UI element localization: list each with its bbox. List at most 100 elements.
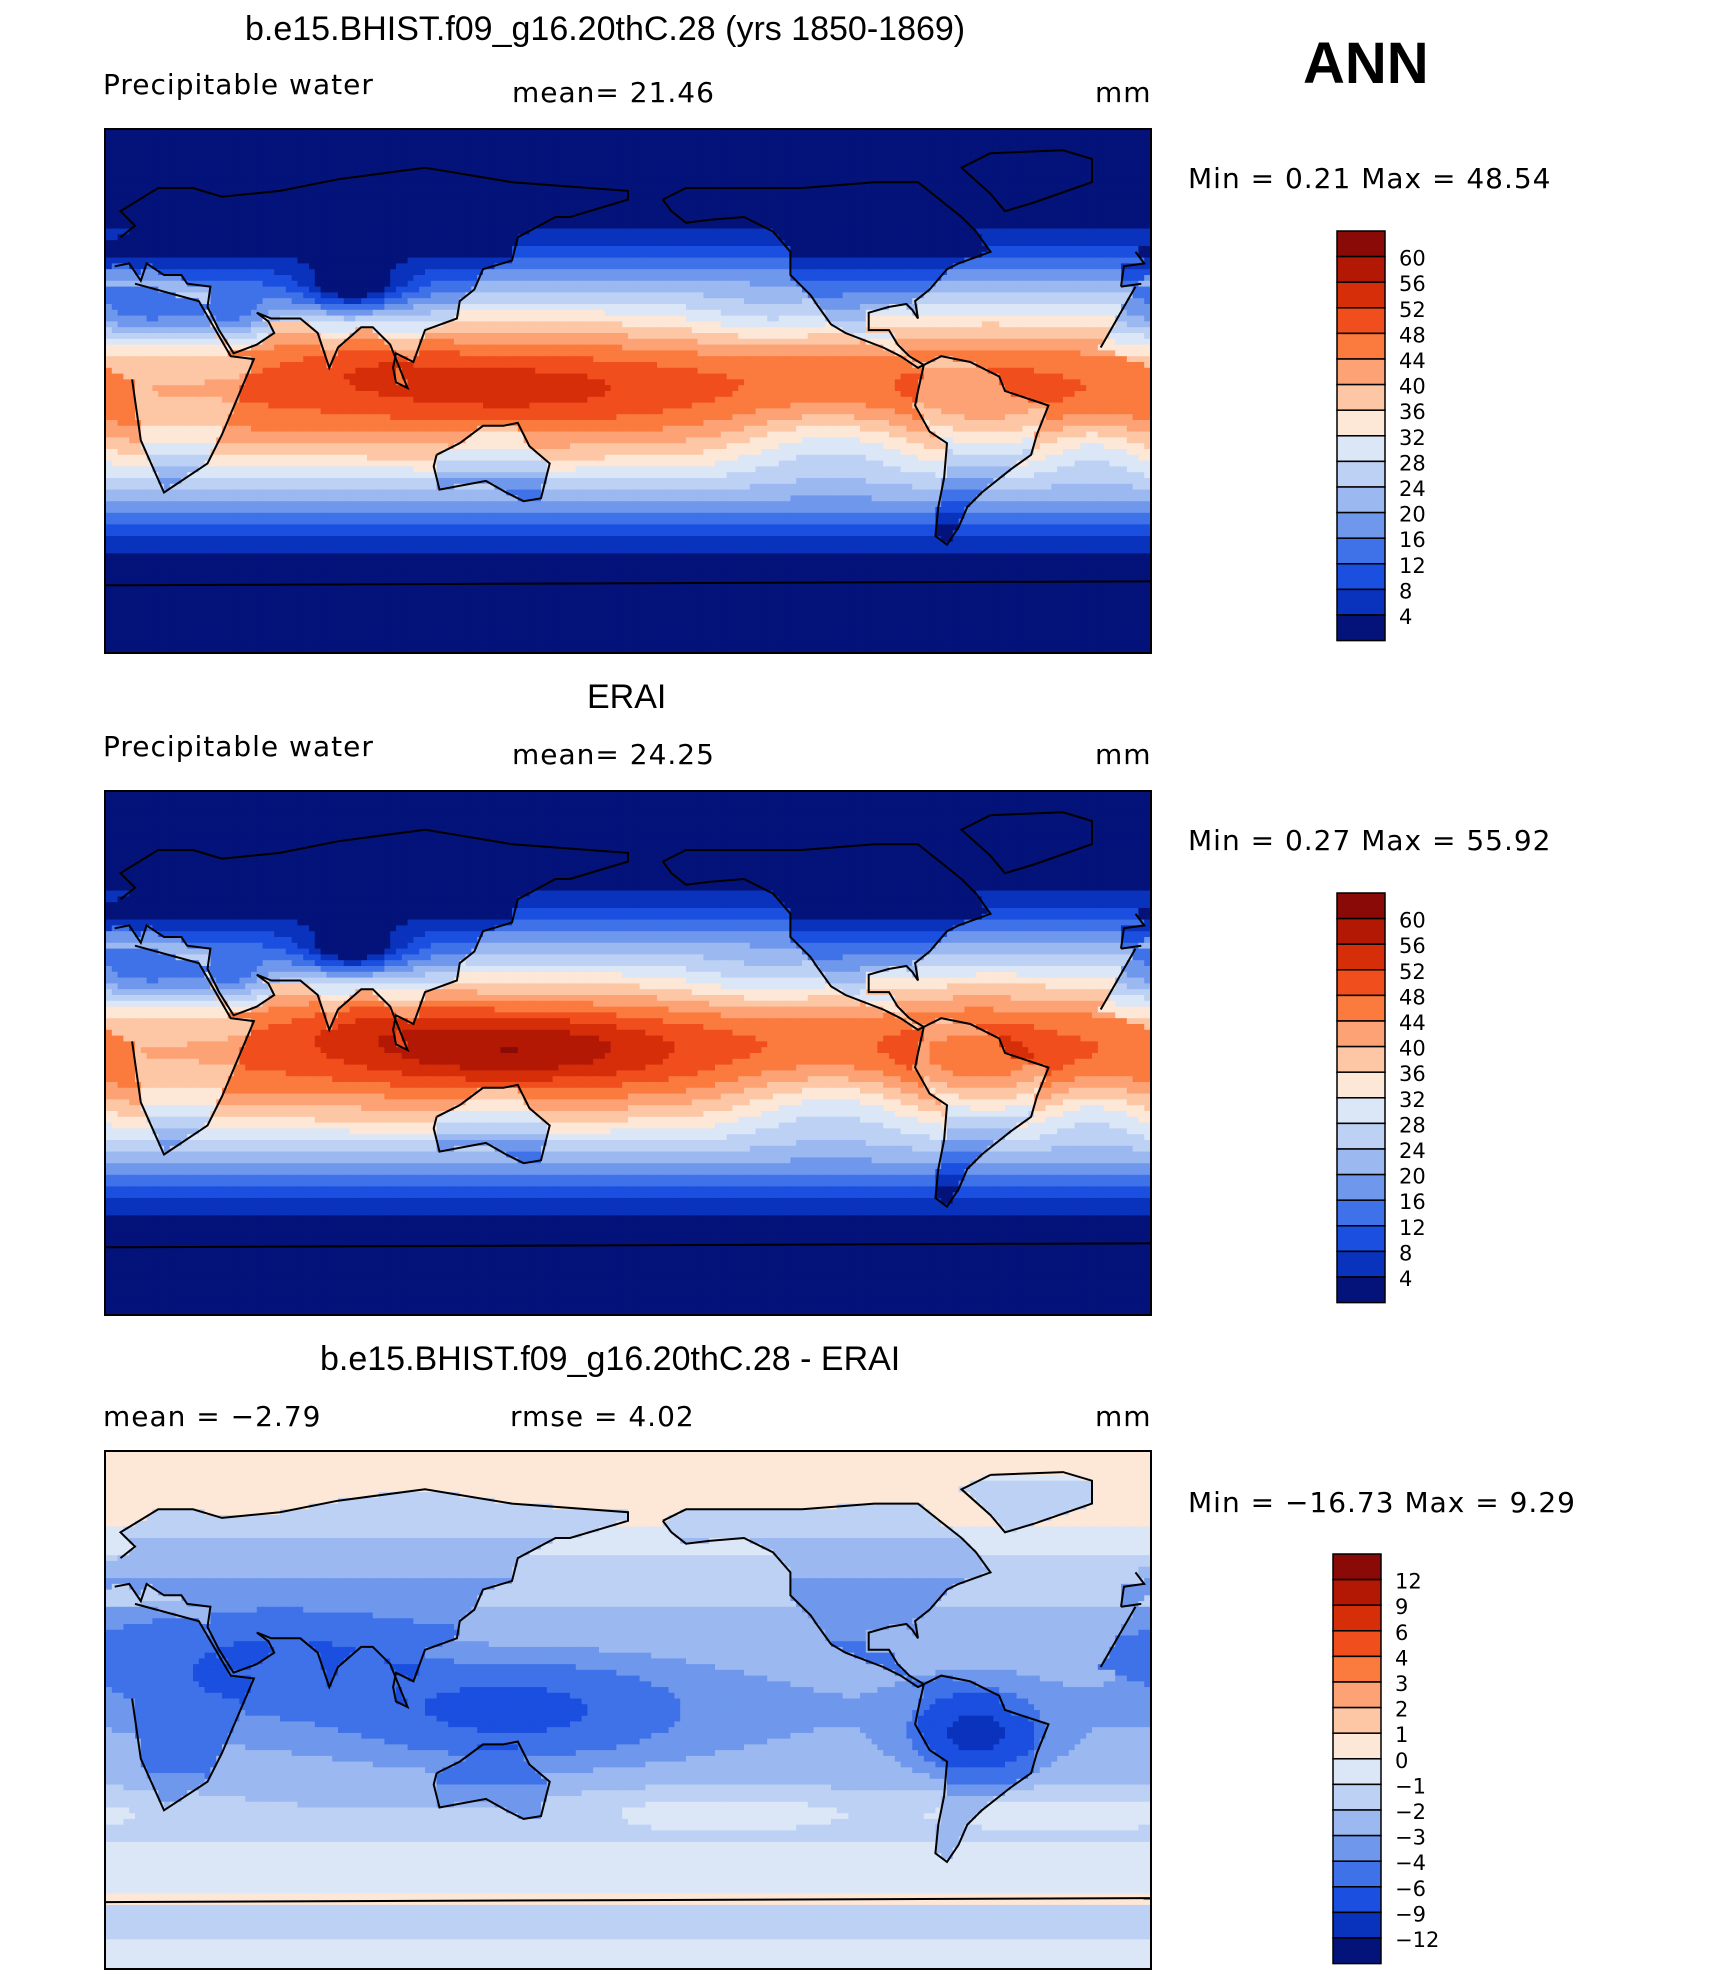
colorbar-tick-label: −1 (1395, 1774, 1426, 1798)
colorbar-tick-label: 60 (1399, 247, 1426, 271)
colorbar-tick-label: 20 (1399, 503, 1426, 527)
colorbar-swatch (1336, 1097, 1386, 1125)
colorbar-tick-label: 44 (1399, 1011, 1426, 1035)
colorbar-tick-label: 52 (1399, 298, 1426, 322)
colorbar-swatch (1336, 1148, 1386, 1176)
panel-2-left-label: Precipitable water (103, 730, 374, 763)
colorbar-swatch (1336, 969, 1386, 997)
panel-1-center-label: mean= 21.46 (512, 76, 715, 109)
colorbar-tick-label: 52 (1399, 960, 1426, 984)
colorbar-swatch (1336, 460, 1386, 488)
colorbar-swatch (1336, 892, 1386, 920)
colorbar-tick-label: −3 (1395, 1826, 1426, 1850)
colorbar-swatch (1336, 1250, 1386, 1278)
colorbar-swatch (1336, 435, 1386, 463)
colorbar-tick-label: 12 (1399, 554, 1426, 578)
colorbar-tick-label: 48 (1399, 985, 1426, 1009)
colorbar-tick-label: 6 (1395, 1621, 1408, 1645)
colorbar-tick-label: 56 (1399, 934, 1426, 958)
heatmap-field (106, 1452, 1150, 1968)
season-label: ANN (1303, 30, 1429, 97)
colorbar-tick-label: 24 (1399, 477, 1426, 501)
colorbar-tick-label: 12 (1395, 1570, 1422, 1594)
colorbar-swatch (1332, 1553, 1382, 1581)
colorbar-swatch (1336, 588, 1386, 616)
colorbar-swatch (1336, 943, 1386, 971)
colorbar-tick-label: 0 (1395, 1749, 1408, 1773)
colorbar-tick-label: −6 (1395, 1877, 1426, 1901)
colorbar-swatch (1332, 1937, 1382, 1965)
heatmap-field (106, 792, 1150, 1314)
colorbar-swatch (1332, 1681, 1382, 1709)
colorbar-tick-label: 16 (1399, 1190, 1426, 1214)
colorbar-swatch (1336, 383, 1386, 411)
colorbar-tick-label: 56 (1399, 272, 1426, 296)
colorbar-swatch (1336, 563, 1386, 591)
colorbar-swatch (1336, 1173, 1386, 1201)
panel-3-colorbar: 12 9 6 4 3 2 1 0 −1 −2 −3 −4 −6 −9 −12 (1331, 1552, 1461, 1972)
colorbar-tick-label: 4 (1395, 1646, 1408, 1670)
colorbar-swatch (1332, 1783, 1382, 1811)
colorbar-tick-label: 32 (1399, 1088, 1426, 1112)
colorbar-tick-label: 12 (1399, 1216, 1426, 1240)
panel-1-left-label: Precipitable water (103, 68, 374, 101)
colorbar-tick-label: 44 (1399, 349, 1426, 373)
colorbar-swatch (1332, 1630, 1382, 1658)
panel-1-colorbar: 60 56 52 48 44 40 36 32 28 24 20 16 12 8 4 (1335, 229, 1465, 649)
colorbar-tick-label: 28 (1399, 451, 1426, 475)
colorbar-swatch (1336, 281, 1386, 309)
colorbar-swatch (1336, 511, 1386, 539)
colorbar-tick-label: 4 (1399, 605, 1412, 629)
colorbar-swatch (1332, 1758, 1382, 1786)
colorbar-tick-label: 36 (1399, 400, 1426, 424)
colorbar-swatch (1332, 1911, 1382, 1939)
colorbar-swatch (1336, 1225, 1386, 1253)
colorbar-swatch (1336, 537, 1386, 565)
panel-2-colorbar: 60 56 52 48 44 40 36 32 28 24 20 16 12 8 4 (1335, 891, 1465, 1311)
colorbar-swatch (1336, 1020, 1386, 1048)
panel-3-title: b.e15.BHIST.f09_g16.20thC.28 - ERAI (320, 1340, 900, 1379)
panel-3-map (104, 1450, 1152, 1970)
colorbar-swatch (1336, 917, 1386, 945)
panel-2-units: mm (1095, 738, 1152, 771)
coastlines (106, 1471, 1150, 1904)
colorbar-swatch (1336, 486, 1386, 514)
colorbar-swatch (1336, 1045, 1386, 1073)
colorbar-tick-label: 4 (1399, 1267, 1412, 1291)
colorbar-swatch (1336, 1276, 1386, 1304)
colorbar-swatch (1332, 1578, 1382, 1606)
colorbar-swatch (1332, 1860, 1382, 1888)
panel-1-units: mm (1095, 76, 1152, 109)
panel-1-title: b.e15.BHIST.f09_g16.20thC.28 (yrs 1850-1… (245, 10, 965, 49)
colorbar-tick-label: −9 (1395, 1902, 1426, 1926)
colorbar-swatch (1332, 1834, 1382, 1862)
colorbar-tick-label: −12 (1395, 1928, 1439, 1952)
panel-3-left-label: mean = −2.79 (103, 1400, 321, 1433)
colorbar-tick-label: 16 (1399, 528, 1426, 552)
colorbar-tick-label: −2 (1395, 1800, 1426, 1824)
panel-2-center-label: mean= 24.25 (512, 738, 715, 771)
colorbar-tick-label: 60 (1399, 909, 1426, 933)
coastlines (106, 149, 1150, 587)
colorbar-tick-label: 32 (1399, 426, 1426, 450)
colorbar-swatch (1336, 1199, 1386, 1227)
colorbar-tick-label: 8 (1399, 1241, 1412, 1265)
panel-3-center-label: rmse = 4.02 (510, 1400, 695, 1433)
colorbar-tick-label: 3 (1395, 1672, 1408, 1696)
colorbar-tick-label: 40 (1399, 1037, 1426, 1061)
colorbar-swatch (1332, 1886, 1382, 1914)
colorbar-swatch (1336, 230, 1386, 258)
panel-2-title: ERAI (587, 678, 666, 717)
panel-1-map (104, 128, 1152, 654)
panel-2-minmax: Min = 0.27 Max = 55.92 (1188, 824, 1552, 857)
colorbar-swatch (1336, 1071, 1386, 1099)
colorbar-swatch (1336, 307, 1386, 335)
colorbar-tick-label: −4 (1395, 1851, 1426, 1875)
colorbar-swatch (1332, 1706, 1382, 1734)
colorbar-swatch (1332, 1809, 1382, 1837)
colorbar-tick-label: 24 (1399, 1139, 1426, 1163)
colorbar-tick-label: 40 (1399, 375, 1426, 399)
colorbar-tick-label: 20 (1399, 1165, 1426, 1189)
colorbar-swatch (1336, 255, 1386, 283)
colorbar-tick-label: 36 (1399, 1062, 1426, 1086)
